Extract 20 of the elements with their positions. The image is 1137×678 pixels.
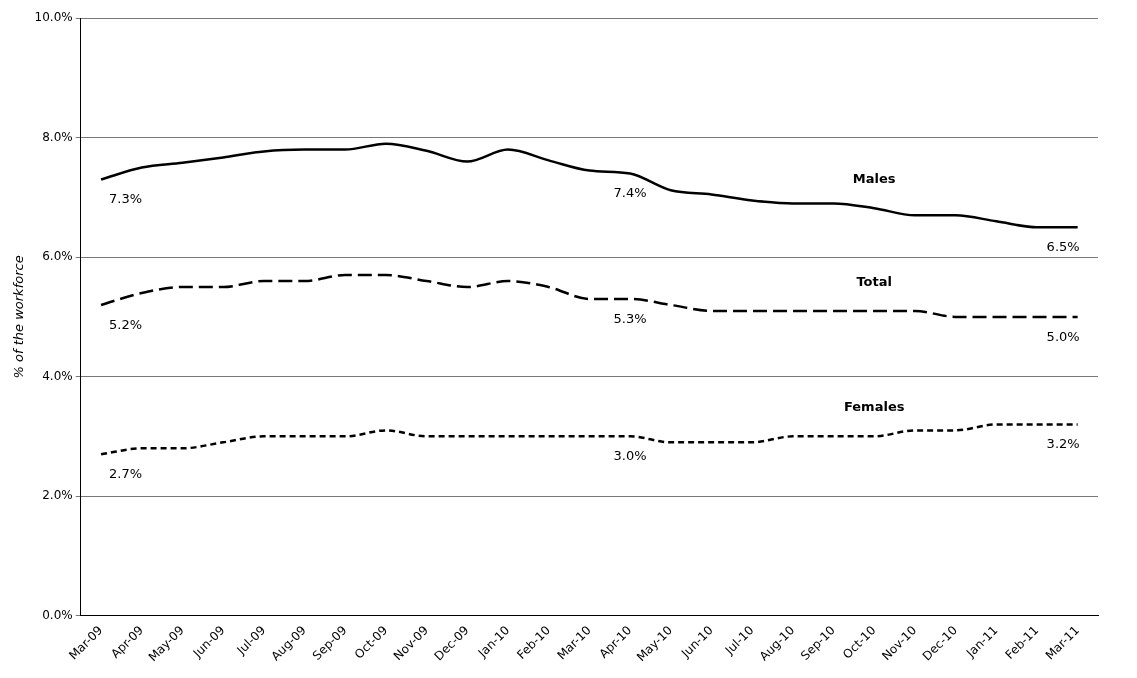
y-tick-label: 8.0% (42, 129, 73, 144)
data-label: 5.2% (109, 316, 143, 332)
data-label: 3.2% (1046, 436, 1080, 452)
y-tick-label: 4.0% (42, 368, 73, 383)
y-axis-title: % of the workforce (11, 255, 27, 379)
data-label: 3.0% (613, 448, 647, 464)
data-label: 7.4% (613, 185, 647, 201)
y-tick-label: 6.0% (42, 249, 73, 264)
data-label: 5.3% (613, 310, 647, 326)
series-label: Males (852, 171, 896, 187)
data-label: 7.3% (109, 191, 143, 207)
y-tick-label: 2.0% (42, 488, 73, 503)
line-series (99, 142, 1079, 229)
series-label: Females (843, 399, 905, 415)
data-label: 5.0% (1046, 328, 1080, 344)
data-label: 2.7% (109, 466, 143, 482)
y-tick-label: 10.0% (34, 10, 73, 25)
series-label: Total (856, 273, 892, 289)
y-tick-label: 0.0% (42, 607, 73, 622)
data-label: 6.5% (1046, 239, 1080, 255)
